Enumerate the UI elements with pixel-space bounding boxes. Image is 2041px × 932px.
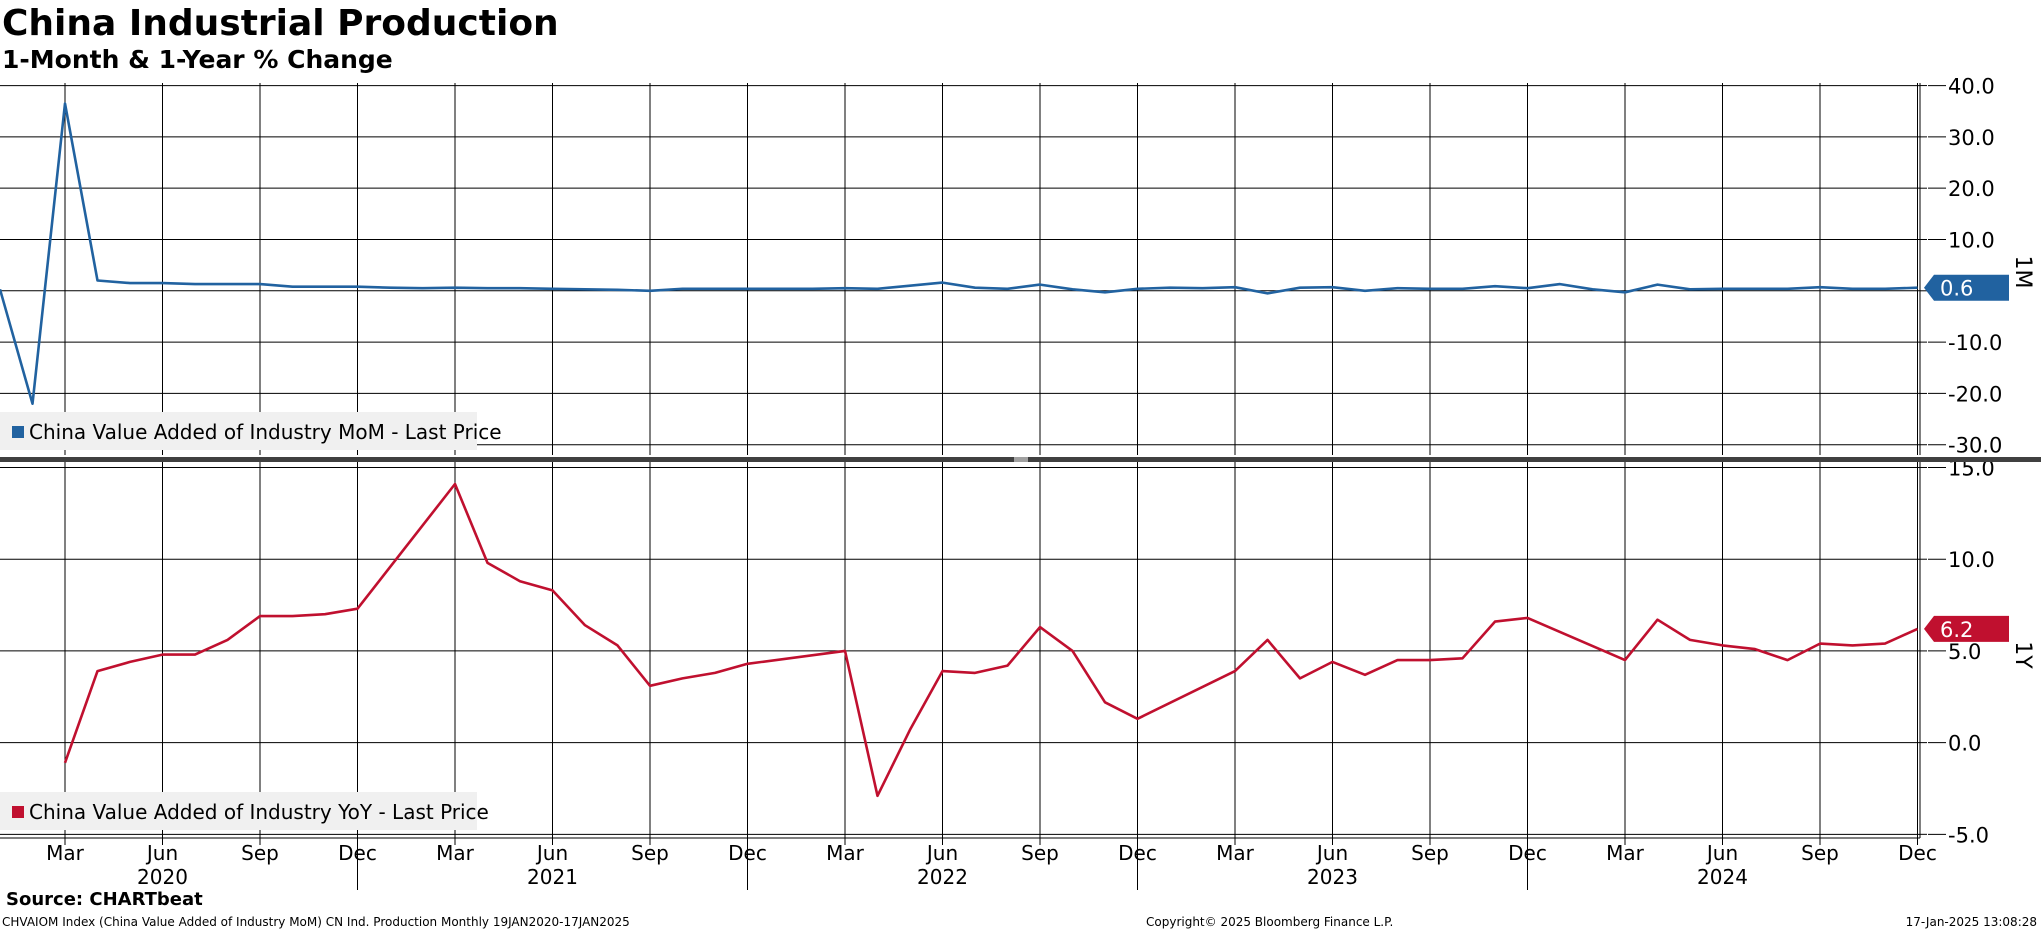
top-axis-tag: 1M <box>2010 256 2035 289</box>
bottom-ytick-label: 10.0 <box>1948 548 1995 572</box>
bottom-legend-label: China Value Added of Industry YoY - Last… <box>29 800 489 824</box>
x-month-label: Jun <box>1315 841 1348 865</box>
top-last-value-label: 0.6 <box>1940 277 1973 301</box>
top-ytick-label: -30.0 <box>1948 434 2002 458</box>
x-month-label: Mar <box>1216 841 1255 865</box>
bottom-ytick-label: 0.0 <box>1948 732 1981 756</box>
top-legend-box <box>0 412 477 450</box>
bottom-legend-box <box>0 792 477 830</box>
bottom-last-value-badge <box>1924 615 2009 642</box>
bottom-series-line <box>63 482 1919 798</box>
timestamp: 17-Jan-2025 13:08:28 <box>1905 915 2037 929</box>
top-ytick-label: 40.0 <box>1948 75 1995 99</box>
copyright-notice: Copyright© 2025 Bloomberg Finance L.P. <box>1146 915 1394 929</box>
index-info: CHVAIOM Index (China Value Added of Indu… <box>2 915 630 929</box>
x-month-label: Sep <box>631 841 669 865</box>
x-month-label: Sep <box>1021 841 1059 865</box>
source-note: Source: CHARTbeat <box>6 889 203 910</box>
top-series-line <box>0 102 1918 405</box>
x-month-label: Jun <box>145 841 178 865</box>
x-month-label: Sep <box>241 841 279 865</box>
x-month-label: Jun <box>1705 841 1738 865</box>
chart-area: 40.0 30.0 20.0 10.0 -10.0 -20.0 -30.0 0.6 1M Chin… <box>0 75 2041 890</box>
bottom-ytick-label: -5.0 <box>1948 823 1989 847</box>
x-month-label: Sep <box>1411 841 1449 865</box>
panel-divider-handle <box>1014 457 1028 462</box>
top-last-value-badge <box>1924 274 2009 301</box>
bottom-legend-swatch <box>12 806 24 818</box>
top-ytick-label: 20.0 <box>1948 177 1995 201</box>
chart-subtitle: 1-Month & 1-Year % Change <box>2 45 393 74</box>
top-legend-label: China Value Added of Industry MoM - Last… <box>29 420 502 444</box>
x-month-label: Sep <box>1801 841 1839 865</box>
top-ytick-label: 10.0 <box>1948 228 1995 252</box>
x-year-label: 2022 <box>917 865 968 889</box>
x-month-label: Mar <box>436 841 475 865</box>
x-month-label: Jun <box>535 841 568 865</box>
x-month-label: Jun <box>925 841 958 865</box>
x-year-label: 2021 <box>527 865 578 889</box>
bottom-ytick-label: 5.0 <box>1948 640 1981 664</box>
x-year-label: 2020 <box>137 865 188 889</box>
x-month-label: Mar <box>46 841 85 865</box>
chart-title: China Industrial Production <box>2 3 559 44</box>
x-year-label: 2023 <box>1307 865 1358 889</box>
x-month-label: Dec <box>1898 841 1937 865</box>
x-year-label: 2024 <box>1697 865 1748 889</box>
x-month-label: Mar <box>826 841 865 865</box>
bottom-axis-tag: 1Y <box>2010 641 2035 669</box>
bottom-last-value-label: 6.2 <box>1940 618 1973 642</box>
top-ytick-label: -20.0 <box>1948 382 2002 406</box>
top-legend-swatch <box>12 426 24 438</box>
top-ytick-label: -10.0 <box>1948 331 2002 355</box>
x-month-label: Mar <box>1606 841 1645 865</box>
top-ytick-label: 30.0 <box>1948 126 1995 150</box>
